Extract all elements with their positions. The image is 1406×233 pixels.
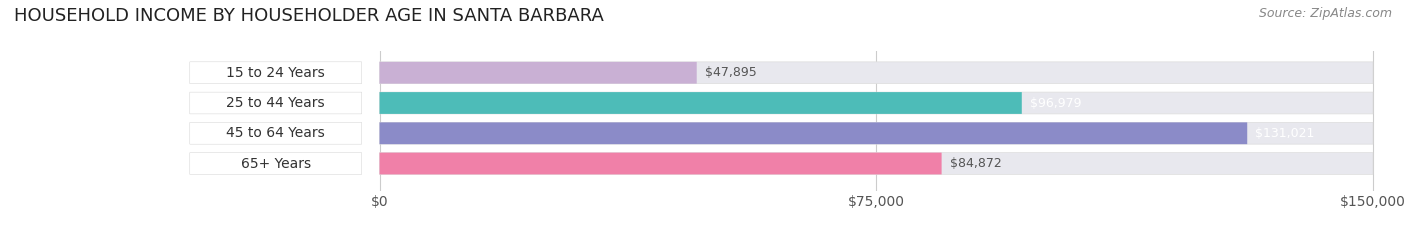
FancyBboxPatch shape	[380, 122, 1372, 144]
Text: $84,872: $84,872	[949, 157, 1001, 170]
Text: $131,021: $131,021	[1256, 127, 1315, 140]
FancyBboxPatch shape	[380, 92, 1372, 114]
Text: 65+ Years: 65+ Years	[240, 157, 311, 171]
FancyBboxPatch shape	[380, 62, 697, 84]
FancyBboxPatch shape	[190, 122, 361, 144]
FancyBboxPatch shape	[380, 62, 1372, 84]
FancyBboxPatch shape	[380, 153, 1372, 175]
FancyBboxPatch shape	[190, 153, 361, 175]
Text: $47,895: $47,895	[704, 66, 756, 79]
Text: $96,979: $96,979	[1029, 96, 1081, 110]
FancyBboxPatch shape	[190, 62, 361, 84]
Text: Source: ZipAtlas.com: Source: ZipAtlas.com	[1258, 7, 1392, 20]
FancyBboxPatch shape	[380, 122, 1247, 144]
Text: 45 to 64 Years: 45 to 64 Years	[226, 126, 325, 140]
Text: 25 to 44 Years: 25 to 44 Years	[226, 96, 325, 110]
FancyBboxPatch shape	[380, 153, 942, 175]
Text: 15 to 24 Years: 15 to 24 Years	[226, 66, 325, 80]
Text: HOUSEHOLD INCOME BY HOUSEHOLDER AGE IN SANTA BARBARA: HOUSEHOLD INCOME BY HOUSEHOLDER AGE IN S…	[14, 7, 605, 25]
FancyBboxPatch shape	[380, 92, 1022, 114]
FancyBboxPatch shape	[190, 92, 361, 114]
